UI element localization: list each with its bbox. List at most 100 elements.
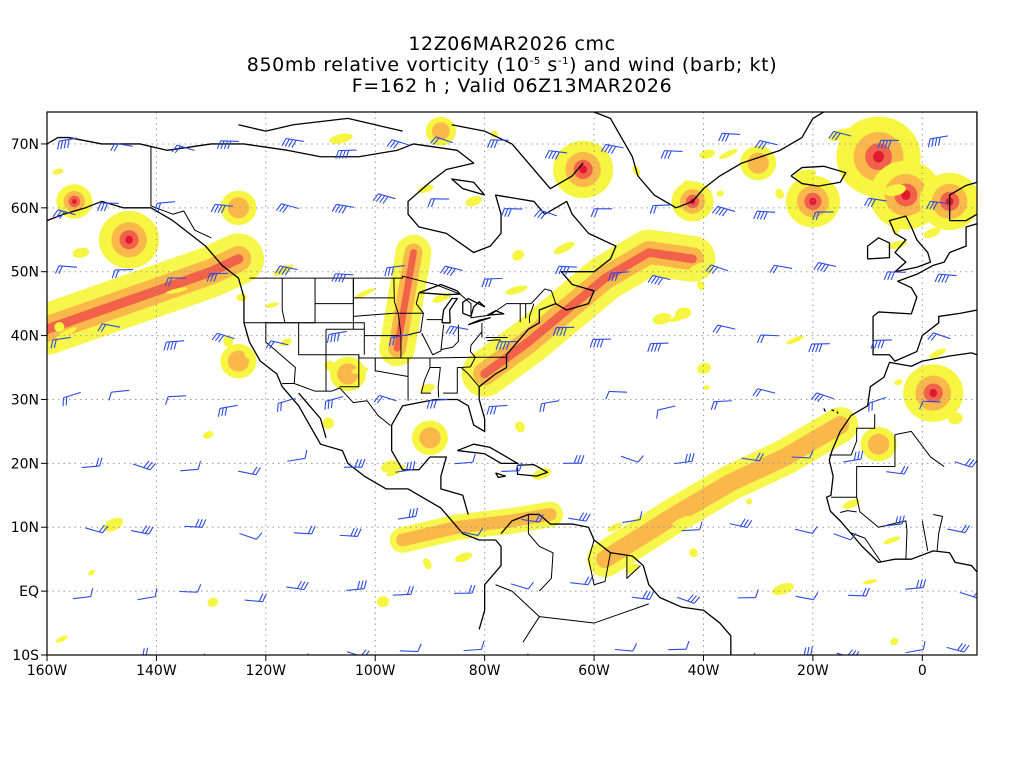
lat-tick-label: 30N: [11, 392, 39, 408]
lon-tick-label: 80W: [469, 663, 501, 679]
wind-barb-feather: [480, 641, 485, 650]
wind-barb-feather: [577, 454, 582, 464]
wind-barb-feather: [599, 339, 604, 348]
wind-barb-feather: [284, 138, 290, 147]
wind-barb-feather: [818, 343, 823, 353]
wind-barb-feather: [262, 593, 267, 602]
wind-barb-staff: [791, 456, 810, 459]
wind-barb-staff: [733, 657, 751, 660]
wind-barb: [62, 391, 81, 407]
vorticity-speckle: [862, 579, 878, 585]
wind-barb: [179, 584, 202, 593]
wind-barb: [486, 404, 508, 415]
wind-barb: [712, 324, 736, 334]
wind-barb-staff: [539, 209, 558, 217]
coastline: [872, 223, 977, 362]
wind-barb: [795, 592, 819, 601]
wind-barb-feather: [199, 653, 206, 655]
vorticity-speckle: [672, 515, 693, 526]
wind-barb-feather: [820, 263, 826, 272]
wind-barb-feather: [410, 586, 414, 595]
wind-barb-feather: [154, 203, 158, 212]
vorticity-blob-core: [901, 190, 911, 201]
wind-barb-feather: [498, 341, 503, 350]
vorticity-speckle: [948, 412, 963, 425]
vorticity-speckle: [505, 285, 528, 295]
wind-barb-feather: [448, 326, 455, 335]
wind-barb-feather: [173, 341, 177, 350]
coastline: [823, 408, 827, 412]
wind-barb: [324, 396, 344, 410]
wind-barb-feather: [331, 204, 337, 212]
wind-barb-feather: [468, 584, 473, 594]
wind-barb: [808, 343, 830, 353]
wind-barb-feather: [898, 515, 902, 525]
wind-barb: [712, 205, 736, 217]
wind-barb-feather: [284, 267, 291, 276]
wind-barb-feather: [604, 144, 610, 153]
lon-tick-label: 60W: [578, 663, 610, 679]
wind-barb-feather: [667, 150, 672, 159]
wind-barb: [97, 323, 121, 333]
wind-barb-staff: [677, 596, 695, 604]
wind-barb-staff: [541, 400, 560, 405]
wind-barb: [705, 264, 729, 275]
wind-barb-feather: [258, 593, 264, 602]
wind-barb-feather: [449, 268, 456, 276]
wind-barb-feather: [554, 265, 560, 275]
wind-barb-feather: [363, 580, 367, 589]
vorticity-speckle: [465, 195, 483, 207]
wind-barb-feather: [582, 512, 588, 521]
wind-barb: [718, 132, 741, 142]
wind-barb: [927, 135, 948, 148]
coastline: [500, 513, 732, 655]
wind-barb: [812, 211, 834, 221]
wind-barb-feather: [657, 343, 662, 352]
wind-barb-feather: [831, 131, 838, 140]
lat-tick-label: 20N: [11, 456, 39, 472]
wind-barb-feather: [389, 140, 396, 148]
wind-barb-feather: [806, 646, 810, 655]
vorticity-speckle: [329, 133, 353, 144]
wind-barb-feather: [649, 591, 655, 600]
wind-barb-feather: [812, 592, 819, 601]
wind-barb-staff: [179, 590, 198, 593]
vorticity-speckle: [354, 288, 375, 299]
wind-barb-feather: [539, 403, 543, 413]
wind-barb-feather: [52, 209, 59, 218]
wind-barb-feather: [382, 196, 389, 204]
wind-barb-feather: [495, 341, 500, 350]
wind-barb-feather: [660, 150, 665, 159]
wind-barb-feather: [556, 327, 561, 336]
wind-barb-feather: [937, 274, 943, 283]
lon-tick-label: 20W: [797, 663, 829, 679]
coastline: [441, 297, 458, 324]
vorticity-speckle: [894, 379, 903, 386]
wind-barb-feather: [761, 141, 768, 150]
wind-barb-feather: [409, 461, 413, 471]
vorticity-band-core: [480, 248, 697, 379]
border-line: [429, 357, 441, 398]
wind-barb-feather: [356, 580, 361, 590]
coastline: [495, 472, 507, 479]
wind-barb: [769, 264, 793, 274]
wind-barb-feather: [217, 408, 221, 417]
wind-barb-feather: [755, 452, 761, 461]
wind-barb-staff: [795, 595, 814, 601]
vorticity-band-mid: [396, 508, 557, 547]
wind-barb-feather: [333, 333, 337, 342]
wind-barb-feather: [373, 395, 380, 403]
lat-lon-grid: [47, 112, 977, 655]
wind-barb-feather: [63, 139, 67, 149]
wind-barb-staff: [72, 595, 91, 600]
wind-barb: [905, 579, 927, 590]
wind-barb-feather: [927, 138, 931, 148]
wind-barb-feather: [712, 206, 719, 214]
vorticity-speckle: [236, 293, 247, 302]
wind-barb-feather: [110, 143, 116, 152]
axis-ticks: 160W 140W 120W 100W 80W 60W 40W 20W 0 70N 60N 50N 40…: [11, 137, 927, 679]
wind-barb-feather: [554, 151, 560, 160]
vorticity-speckle: [386, 465, 406, 477]
wind-barb: [552, 326, 575, 336]
wind-barb-feather: [87, 656, 91, 664]
